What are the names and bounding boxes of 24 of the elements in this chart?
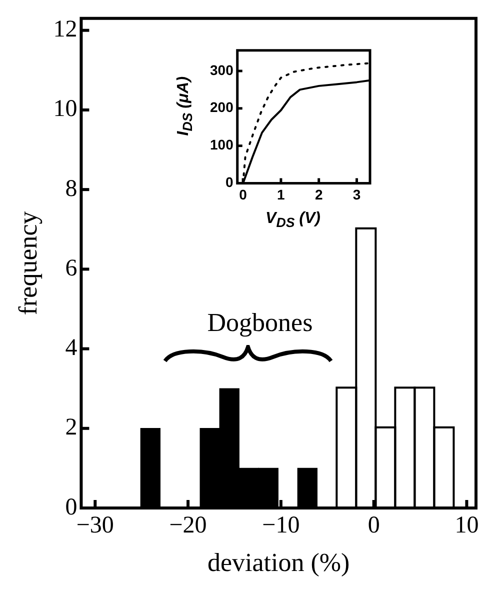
x-axis-title: deviation (%) — [207, 548, 350, 578]
x-tick-label: 10 — [454, 512, 479, 539]
y-tick-label: 12 — [53, 16, 78, 43]
y-tick-label: 10 — [53, 96, 78, 122]
y-tick-label: 100 — [210, 136, 234, 153]
y-tick-label: 2 — [65, 414, 78, 441]
y-tick-label: 8 — [65, 176, 78, 202]
y-tick-label: 200 — [210, 99, 234, 116]
x-tick-label: 3 — [352, 186, 361, 202]
y-tick-label: 300 — [210, 62, 234, 78]
y-tick-label: 4 — [65, 335, 78, 362]
x-tick-label: 1 — [277, 186, 286, 202]
x-tick-label: −10 — [262, 512, 300, 539]
y-axis-title: frequency — [13, 211, 42, 316]
annotation: Dogbones — [206, 308, 314, 338]
x-tick-label: −30 — [76, 512, 114, 539]
x-tick-label: 0 — [368, 512, 380, 539]
x-tick-label: −20 — [169, 512, 207, 539]
y-tick-label: 0 — [226, 174, 234, 190]
x-tick-label: 2 — [314, 186, 323, 202]
y-tick-label: 6 — [65, 255, 78, 282]
x-axis-title: V$_{DS}$ (V) — [264, 210, 322, 230]
x-tick-label: 0 — [239, 186, 248, 202]
y-tick-label: 0 — [65, 494, 78, 520]
